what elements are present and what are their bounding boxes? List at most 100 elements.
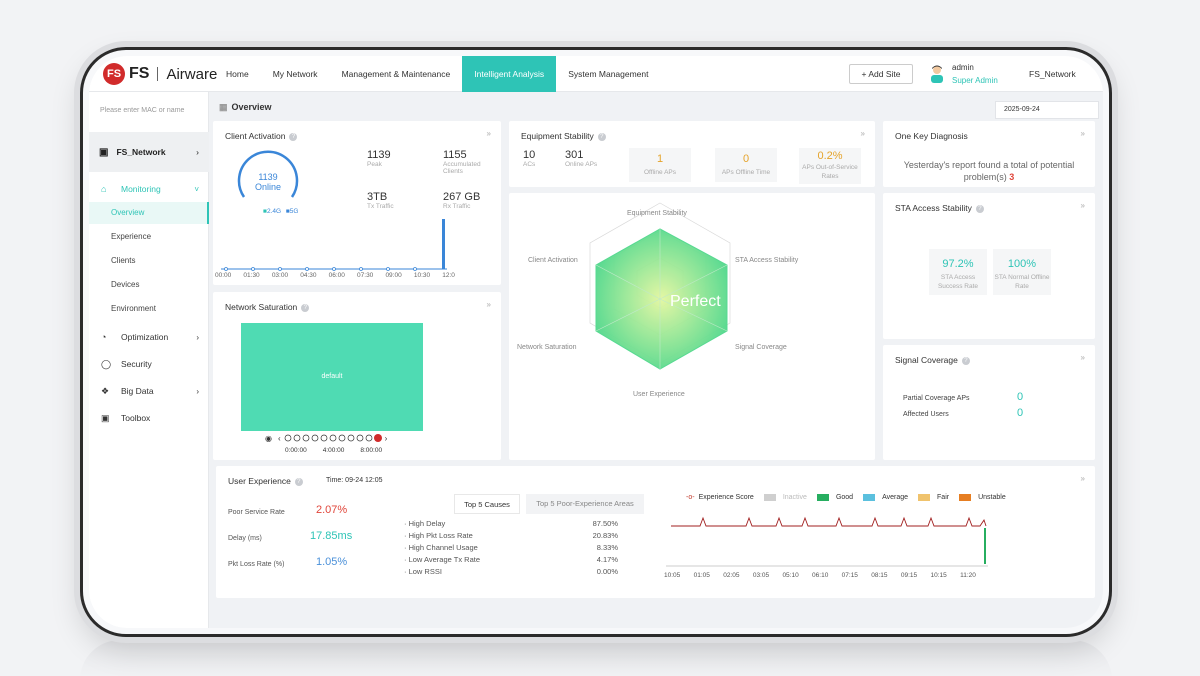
delay-label: Delay (ms) [228,535,262,542]
sidebar-network-selector[interactable]: ▣ FS_Network › [89,132,209,172]
add-site-button[interactable]: + Add Site [849,64,913,84]
expand-icon[interactable]: » [1080,129,1085,138]
screen: FS FS Airware Home My Network Management… [89,56,1103,628]
sidebar-item-label: Optimization [121,332,169,342]
timeline-dots[interactable] [283,433,383,443]
problem-count: 3 [1009,172,1015,182]
tab-top-5-poor-areas[interactable]: Top 5 Poor-Experience Areas [526,494,644,514]
nav-system-management[interactable]: System Management [568,69,649,79]
user-avatar-icon[interactable] [929,65,945,83]
help-icon[interactable]: ? [961,356,970,365]
sidebar-item-label: Security [121,359,152,369]
expand-icon[interactable]: » [1080,201,1085,210]
sidebar-item-label: Toolbox [121,413,151,423]
nav-management-maintenance[interactable]: Management & Maintenance [341,69,451,79]
online-aps-stat: 301 Online APs [565,149,598,168]
list-item: · Low RSSI 0.00% [404,567,618,576]
online-gauge [237,150,299,198]
tab-top-5-causes[interactable]: Top 5 Causes [454,494,520,514]
accumulated-stat: 1155 Accumulated Clients [443,149,481,175]
poor-service-rate-label: Poor Service Rate [228,509,285,516]
expand-icon[interactable]: » [1080,474,1085,483]
device-frame: FS FS Airware Home My Network Management… [80,47,1112,637]
sidebar: Please enter MAC or name ▣ FS_Network › … [89,92,209,628]
pkt-loss-rate-value: 1.05% [316,556,348,568]
sta-access-success-tile[interactable]: 97.2% STA Access Success Rate [929,249,987,295]
experience-score-chart [666,516,988,567]
aps-offline-time-tile[interactable]: 0 APs Offline Time [715,148,777,182]
date-picker[interactable]: 2025-09-24 [995,101,1099,119]
sidebar-item-security[interactable]: ◯ Security [89,353,209,375]
sidebar-item-label: Monitoring [121,184,161,194]
sidebar-subitem-experience[interactable]: Experience [111,232,152,241]
sidebar-item-big-data[interactable]: ❖ Big Data › [89,380,209,402]
brand-logo[interactable]: FS FS Airware [103,63,217,85]
sidebar-subitem-overview[interactable]: Overview [89,202,209,224]
help-icon[interactable]: ? [289,132,298,141]
nav-my-network[interactable]: My Network [272,69,318,79]
chevron-right-icon: › [196,147,199,157]
sidebar-subitem-devices[interactable]: Devices [111,280,140,289]
network-selector[interactable]: FS_Network [1029,69,1076,79]
radar-axis-label: Signal Coverage [735,344,787,351]
sidebar-item-toolbox[interactable]: ▣ Toolbox [89,407,209,429]
legend-swatch [816,494,829,501]
list-item: · Low Average Tx Rate 4.17% [404,555,618,564]
play-icon[interactable]: ◉ [265,433,272,443]
partial-coverage-label: Partial Coverage APs [903,395,970,402]
affected-users-label: Affected Users [903,411,949,418]
pkt-loss-rate-label: Pkt Loss Rate (%) [228,561,285,568]
sidebar-subitem-clients[interactable]: Clients [111,256,136,265]
band-legend: ■2.4G ■5G [263,208,299,215]
sidebar-search-input[interactable]: Please enter MAC or name [100,107,185,114]
legend-swatch [918,494,931,501]
sidebar-item-optimization[interactable]: ◔ Optimization › [89,326,209,348]
timeline-player: ◉ ‹ › [265,433,387,443]
monitor-icon: ⌂ [101,184,107,194]
card-title: One Key Diagnosis [895,131,968,141]
expand-icon[interactable]: » [486,300,491,309]
help-icon[interactable]: ? [975,204,984,213]
help-icon[interactable]: ? [597,132,606,141]
user-role: Super Admin [952,76,998,85]
legend-2-4g: 2.4G [266,208,282,215]
legend-score-marker: -o- [686,494,695,501]
user-name[interactable]: admin [952,63,974,72]
device-reflection [80,640,1112,676]
experience-chart-legend: -o- Experience Score Inactive Good Averag… [686,494,1006,501]
legend-label: Good [835,494,854,501]
health-radar-chart [589,202,731,370]
legend-label: Experience Score [698,494,754,501]
previous-icon[interactable]: ‹ [277,433,281,443]
experience-chart-x-axis: 10:05 01:05 02:05 03:05 05:10 06:10 07:15 08:15… [664,572,976,579]
help-icon[interactable]: ? [301,303,310,312]
expand-icon[interactable]: » [486,129,491,138]
card-title: Client Activation? [225,131,298,141]
radar-axis-label: Client Activation [528,257,578,264]
legend-5g: 5G [289,208,299,215]
sidebar-subitem-environment[interactable]: Environment [111,304,156,313]
sta-normal-offline-tile[interactable]: 100% STA Normal Offline Rate [993,249,1051,295]
help-icon[interactable]: ? [294,477,303,486]
offline-aps-tile[interactable]: 1 Offline APs [629,148,691,182]
chevron-right-icon: › [196,332,199,342]
partial-coverage-value[interactable]: 0 [1017,391,1024,403]
one-key-diagnosis-card: One Key Diagnosis » Yesterday's report f… [883,121,1095,187]
next-icon[interactable]: › [384,433,388,443]
page-title: ▦ Overview [219,102,272,113]
product-name: Airware [166,65,218,83]
diagnosis-summary[interactable]: Yesterday's report found a total of pote… [903,160,1075,182]
logo-fs-text: FS [129,65,150,82]
expand-icon[interactable]: » [1080,353,1085,362]
logo-divider [157,67,159,81]
affected-users-value[interactable]: 0 [1017,407,1024,419]
nav-home[interactable]: Home [226,69,249,79]
sidebar-item-monitoring[interactable]: ⌂ Monitoring ˅ [89,178,209,200]
radar-center-label: Perfect [670,293,721,310]
rx-stat: 267 GB Rx Traffic [443,191,481,210]
aps-out-of-service-tile[interactable]: 0.2% APs Out-of-Service Rates [799,148,861,184]
grid-icon: ▦ [219,102,228,112]
expand-icon[interactable]: » [860,129,865,138]
nav-intelligent-analysis[interactable]: Intelligent Analysis [462,56,557,92]
sidebar-item-label: Big Data [121,386,154,396]
